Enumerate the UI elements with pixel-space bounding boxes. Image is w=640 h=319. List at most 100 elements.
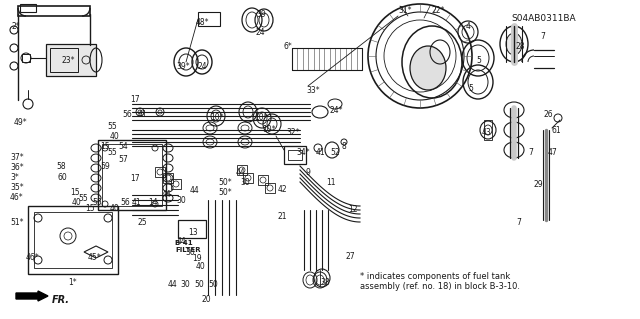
- Bar: [20, 4, 36, 12]
- Text: 7: 7: [516, 218, 521, 227]
- Bar: [28, 206, 118, 274]
- Bar: [243, 173, 253, 183]
- Text: 54: 54: [118, 142, 128, 151]
- Text: 50*: 50*: [218, 188, 232, 197]
- Text: 50: 50: [208, 280, 218, 289]
- Bar: [198, 12, 220, 26]
- Text: 22*: 22*: [432, 6, 445, 15]
- Text: 59: 59: [100, 162, 109, 171]
- Bar: [46, 44, 96, 76]
- Text: 44: 44: [177, 237, 187, 246]
- Bar: [484, 120, 492, 140]
- Text: 56: 56: [120, 198, 130, 207]
- Text: 30: 30: [185, 248, 195, 257]
- Bar: [178, 220, 206, 238]
- Text: 25: 25: [138, 218, 148, 227]
- Text: 20: 20: [202, 295, 212, 304]
- Text: 56: 56: [122, 110, 132, 119]
- Bar: [265, 183, 275, 193]
- Text: FR.: FR.: [52, 295, 70, 305]
- Bar: [34, 212, 112, 268]
- Text: 15: 15: [85, 204, 95, 213]
- Text: 28: 28: [516, 42, 525, 51]
- Text: 57: 57: [118, 155, 128, 164]
- Text: 15: 15: [70, 188, 79, 197]
- Bar: [237, 165, 247, 175]
- Text: 41: 41: [138, 110, 148, 119]
- Text: 46*: 46*: [26, 253, 40, 262]
- Text: 41: 41: [316, 148, 326, 157]
- Text: 40: 40: [196, 262, 205, 271]
- Text: 23*: 23*: [62, 56, 76, 65]
- Text: 36*: 36*: [10, 163, 24, 172]
- Text: 7: 7: [540, 32, 545, 41]
- Text: 40: 40: [110, 204, 120, 213]
- Bar: [18, 6, 90, 16]
- Text: 12: 12: [348, 205, 358, 214]
- Text: 35*: 35*: [10, 183, 24, 192]
- Text: 10*: 10*: [254, 113, 268, 122]
- Text: 55: 55: [92, 198, 102, 207]
- Text: 44: 44: [236, 168, 246, 177]
- Text: 24: 24: [256, 28, 266, 37]
- Text: 13: 13: [188, 228, 198, 237]
- Bar: [284, 146, 306, 164]
- Text: 37*: 37*: [10, 153, 24, 162]
- Text: 61: 61: [552, 126, 562, 135]
- Text: 2*: 2*: [12, 22, 20, 31]
- Text: 58: 58: [56, 162, 66, 171]
- Text: 27: 27: [345, 252, 355, 261]
- Text: 34*: 34*: [296, 148, 310, 157]
- FancyArrow shape: [16, 291, 48, 301]
- Text: 30: 30: [240, 178, 250, 187]
- Text: 9: 9: [306, 168, 311, 177]
- Text: 6*: 6*: [284, 42, 292, 51]
- Text: 1*: 1*: [68, 278, 77, 287]
- Text: 41: 41: [132, 198, 141, 207]
- Text: 7: 7: [528, 148, 533, 157]
- Text: 44: 44: [168, 280, 178, 289]
- Bar: [163, 173, 173, 183]
- Text: 39*: 39*: [176, 62, 189, 71]
- Text: 50*: 50*: [218, 178, 232, 187]
- Text: 55: 55: [107, 122, 116, 131]
- Bar: [258, 175, 268, 185]
- Text: 51*: 51*: [10, 218, 24, 227]
- Text: 48*: 48*: [196, 18, 209, 27]
- Bar: [102, 144, 162, 206]
- Text: 39: 39: [256, 10, 266, 19]
- Text: 5: 5: [468, 84, 473, 93]
- Ellipse shape: [506, 33, 522, 55]
- Text: 44: 44: [162, 190, 172, 199]
- Text: 10*: 10*: [262, 125, 275, 134]
- Text: 49*: 49*: [14, 118, 28, 127]
- Text: 38: 38: [320, 278, 330, 287]
- Bar: [50, 48, 78, 72]
- Text: 26: 26: [544, 110, 554, 119]
- Text: 55: 55: [78, 194, 88, 203]
- Text: 10*: 10*: [210, 113, 223, 122]
- Text: 55: 55: [107, 148, 116, 157]
- Text: 15: 15: [100, 142, 109, 151]
- Text: 17: 17: [130, 174, 140, 183]
- Text: 17: 17: [130, 95, 140, 104]
- Text: 8: 8: [342, 142, 347, 151]
- Text: 47: 47: [548, 148, 557, 157]
- Text: 33*: 33*: [306, 86, 319, 95]
- Text: 40: 40: [72, 198, 82, 207]
- Bar: [22, 54, 30, 62]
- Text: 32*: 32*: [286, 128, 300, 137]
- Bar: [171, 179, 181, 189]
- Text: 46*: 46*: [10, 193, 24, 202]
- Text: B 41
FILTER: B 41 FILTER: [175, 240, 200, 253]
- Ellipse shape: [410, 46, 446, 90]
- Text: 45*: 45*: [88, 253, 102, 262]
- Text: 50: 50: [194, 280, 204, 289]
- Text: 24*: 24*: [330, 106, 344, 115]
- Text: 60: 60: [58, 173, 68, 182]
- Bar: [288, 150, 302, 160]
- Text: 30: 30: [180, 280, 189, 289]
- Text: 52: 52: [330, 148, 340, 157]
- Text: 31*: 31*: [398, 6, 412, 15]
- Text: 40: 40: [110, 132, 120, 141]
